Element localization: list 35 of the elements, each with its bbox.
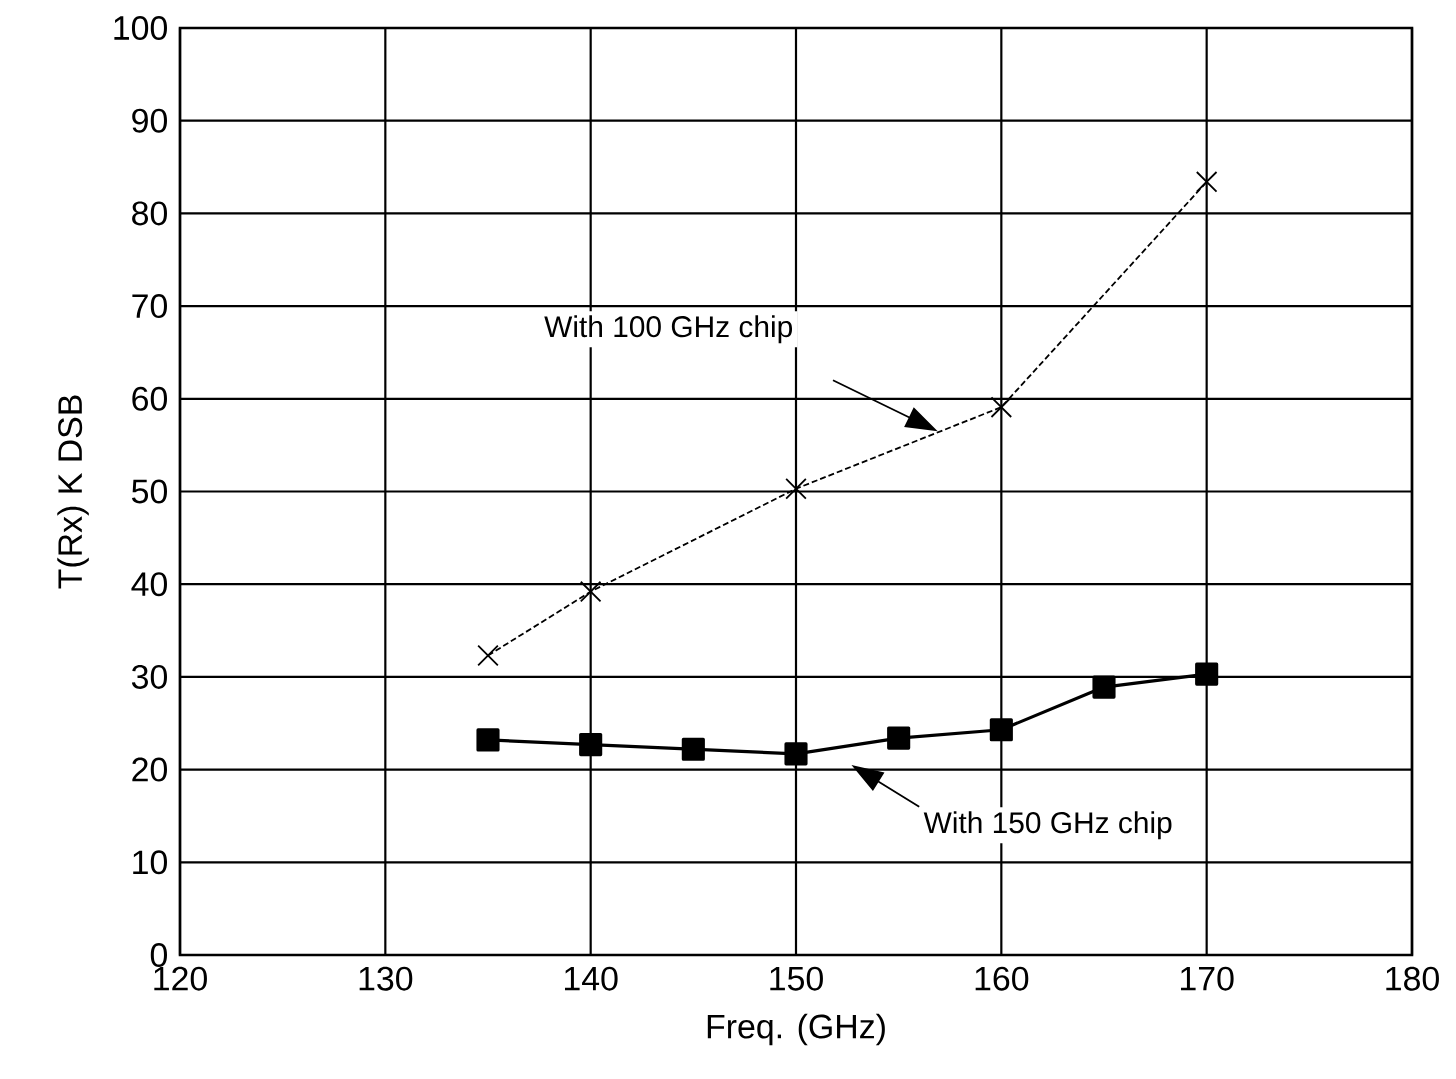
annotation: With 100 GHz chip (544, 315, 793, 344)
x-tick-label: 120 (154, 966, 207, 991)
point (1092, 675, 1116, 699)
y-tick-label: 50 (131, 479, 167, 504)
point (476, 728, 500, 752)
point (785, 477, 807, 500)
y-tick-label: 80 (132, 201, 167, 226)
x-tick-label: 180 (1386, 966, 1439, 991)
y-tick-label: 10 (133, 850, 167, 875)
annotation: With 150 GHz chip (923, 811, 1172, 840)
x-tick-label: 140 (565, 966, 618, 991)
y-tick-label: 20 (132, 757, 167, 782)
y-tick-label: 30 (131, 664, 167, 689)
point (681, 737, 705, 761)
y-tick-label: 0 (150, 943, 168, 967)
y-tick-label: 60 (132, 386, 167, 411)
x-tick-label: 170 (1181, 966, 1234, 991)
point (784, 742, 808, 766)
x-axis-title: Freq. (GHz) (707, 1013, 885, 1046)
point (579, 580, 602, 603)
y-axis-title: T(Rx) K DSB (57, 395, 89, 589)
x-tick-label: 160 (975, 966, 1029, 991)
y-tick-label: 40 (131, 572, 167, 597)
point (579, 733, 603, 757)
y-tick-label: 90 (132, 108, 167, 133)
point (887, 726, 911, 750)
point (1195, 662, 1219, 686)
x-tick-label: 150 (770, 966, 823, 991)
point (1195, 171, 1218, 193)
y-tick-label: 70 (132, 294, 167, 319)
point (989, 718, 1013, 742)
x-tick-label: 130 (359, 966, 413, 991)
y-tick-label: 100 (114, 15, 167, 40)
point (990, 396, 1013, 418)
point (477, 644, 499, 667)
